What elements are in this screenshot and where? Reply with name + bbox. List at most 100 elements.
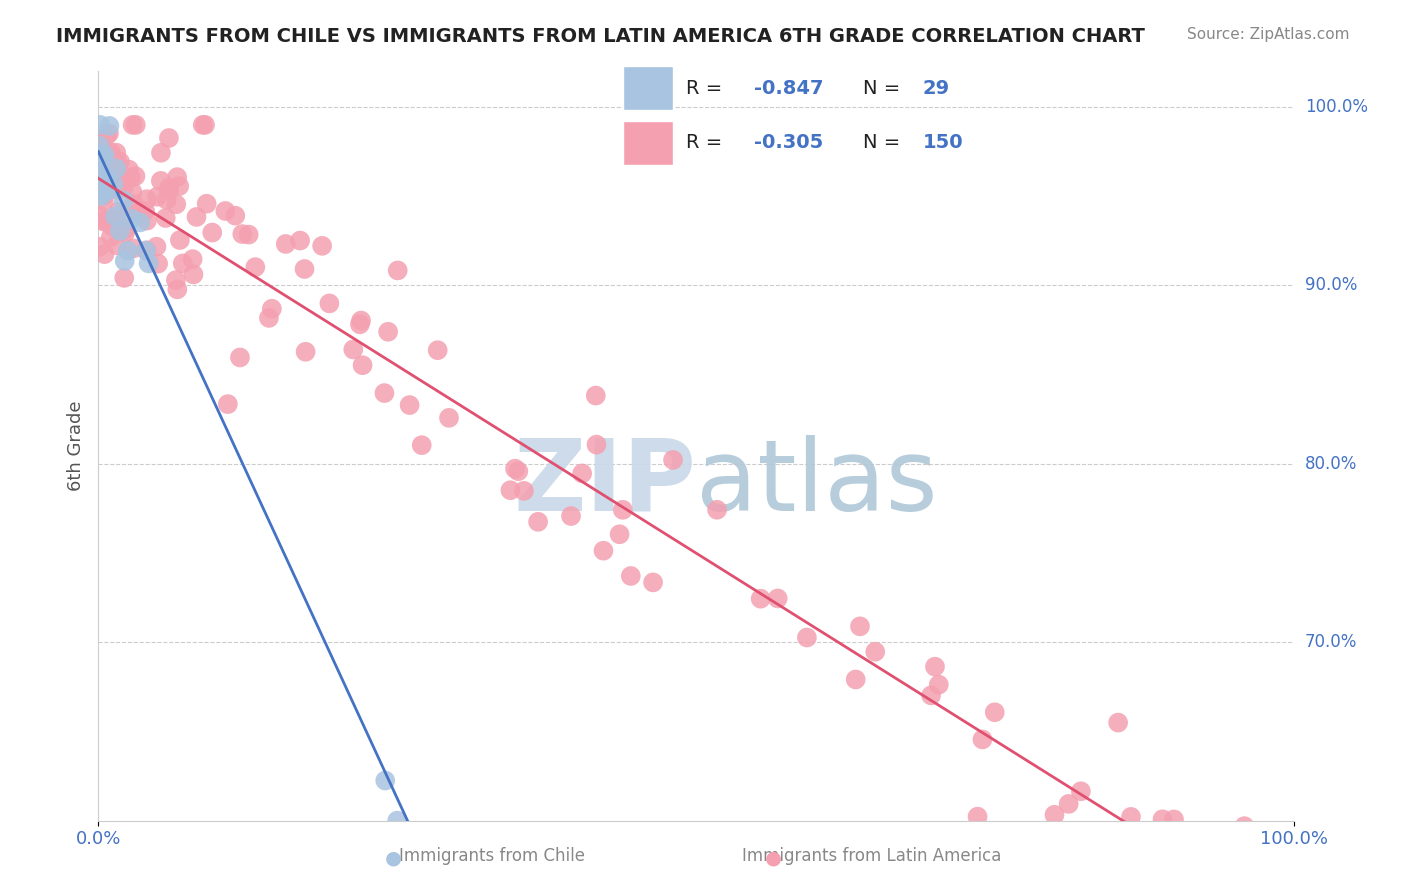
Point — [135, 244, 157, 258]
Point — [98, 127, 121, 141]
Point — [101, 178, 124, 192]
Point — [91, 158, 114, 172]
Point — [195, 196, 218, 211]
Point — [105, 180, 128, 194]
Point — [1043, 807, 1066, 822]
Text: ●: ● — [765, 848, 782, 868]
Point — [1152, 813, 1174, 827]
Point — [105, 183, 128, 197]
Point — [1247, 860, 1270, 874]
Point — [274, 237, 297, 252]
Point — [217, 397, 239, 411]
Point — [94, 154, 117, 169]
Point — [122, 241, 145, 255]
Point — [385, 814, 409, 828]
Point — [98, 119, 121, 133]
Point — [766, 591, 789, 606]
Point — [585, 437, 607, 451]
Point — [352, 358, 374, 372]
Point — [93, 247, 115, 261]
Y-axis label: 6th Grade: 6th Grade — [66, 401, 84, 491]
Text: 100.0%: 100.0% — [1305, 98, 1368, 116]
Point — [796, 631, 818, 645]
Point — [749, 591, 772, 606]
Point — [146, 257, 169, 271]
Point — [183, 268, 205, 282]
Point — [135, 192, 157, 206]
Point — [117, 244, 139, 258]
Point — [181, 252, 204, 267]
Point — [108, 224, 131, 238]
Point — [426, 343, 449, 358]
Point — [214, 204, 236, 219]
Point — [94, 178, 117, 192]
Point — [105, 153, 128, 168]
Point — [155, 211, 177, 225]
Point — [527, 515, 550, 529]
Text: 80.0%: 80.0% — [1305, 455, 1357, 473]
Point — [201, 226, 224, 240]
Text: 29: 29 — [922, 78, 949, 97]
Point — [1163, 813, 1185, 827]
Point — [149, 145, 172, 160]
Point — [157, 180, 180, 194]
Point — [920, 689, 942, 703]
Point — [245, 260, 267, 274]
Point — [107, 204, 129, 219]
Point — [108, 171, 131, 186]
Point — [387, 263, 409, 277]
Point — [121, 185, 143, 199]
Point — [260, 301, 283, 316]
Point — [108, 219, 131, 233]
Point — [103, 178, 125, 192]
Point — [257, 310, 280, 325]
Text: Immigrants from Chile: Immigrants from Chile — [399, 847, 585, 865]
Point — [592, 543, 614, 558]
Point — [145, 240, 167, 254]
Point — [146, 190, 169, 204]
Point — [94, 169, 117, 183]
Point — [1107, 715, 1129, 730]
Point — [93, 215, 115, 229]
Point — [101, 219, 124, 234]
Point — [165, 273, 187, 287]
Point — [93, 148, 115, 162]
Point — [97, 183, 120, 197]
Point — [224, 209, 246, 223]
Point — [89, 118, 111, 132]
Point — [186, 210, 208, 224]
Point — [100, 145, 122, 160]
Point — [124, 169, 146, 183]
Point — [103, 213, 125, 227]
Point — [89, 240, 111, 254]
Point — [612, 503, 634, 517]
Point — [437, 410, 460, 425]
Point — [114, 254, 136, 268]
Point — [121, 211, 143, 226]
Point — [294, 262, 316, 277]
Point — [1177, 863, 1199, 878]
Point — [609, 527, 631, 541]
Point — [169, 233, 191, 247]
Point — [1057, 797, 1080, 811]
Point — [135, 244, 157, 258]
Point — [191, 118, 214, 132]
Point — [120, 170, 142, 185]
Point — [311, 239, 333, 253]
Point — [1233, 877, 1256, 891]
Point — [374, 773, 396, 788]
Point — [129, 215, 152, 229]
Point — [560, 509, 582, 524]
Point — [149, 174, 172, 188]
Point — [156, 193, 179, 207]
Point — [513, 483, 536, 498]
Point — [107, 168, 129, 182]
Point — [90, 161, 112, 175]
Point — [96, 128, 118, 143]
Text: N =: N = — [863, 133, 907, 153]
Point — [93, 213, 115, 227]
Point — [865, 645, 887, 659]
Text: Source: ZipAtlas.com: Source: ZipAtlas.com — [1187, 27, 1350, 42]
Point — [342, 343, 364, 357]
Text: N =: N = — [863, 78, 907, 97]
